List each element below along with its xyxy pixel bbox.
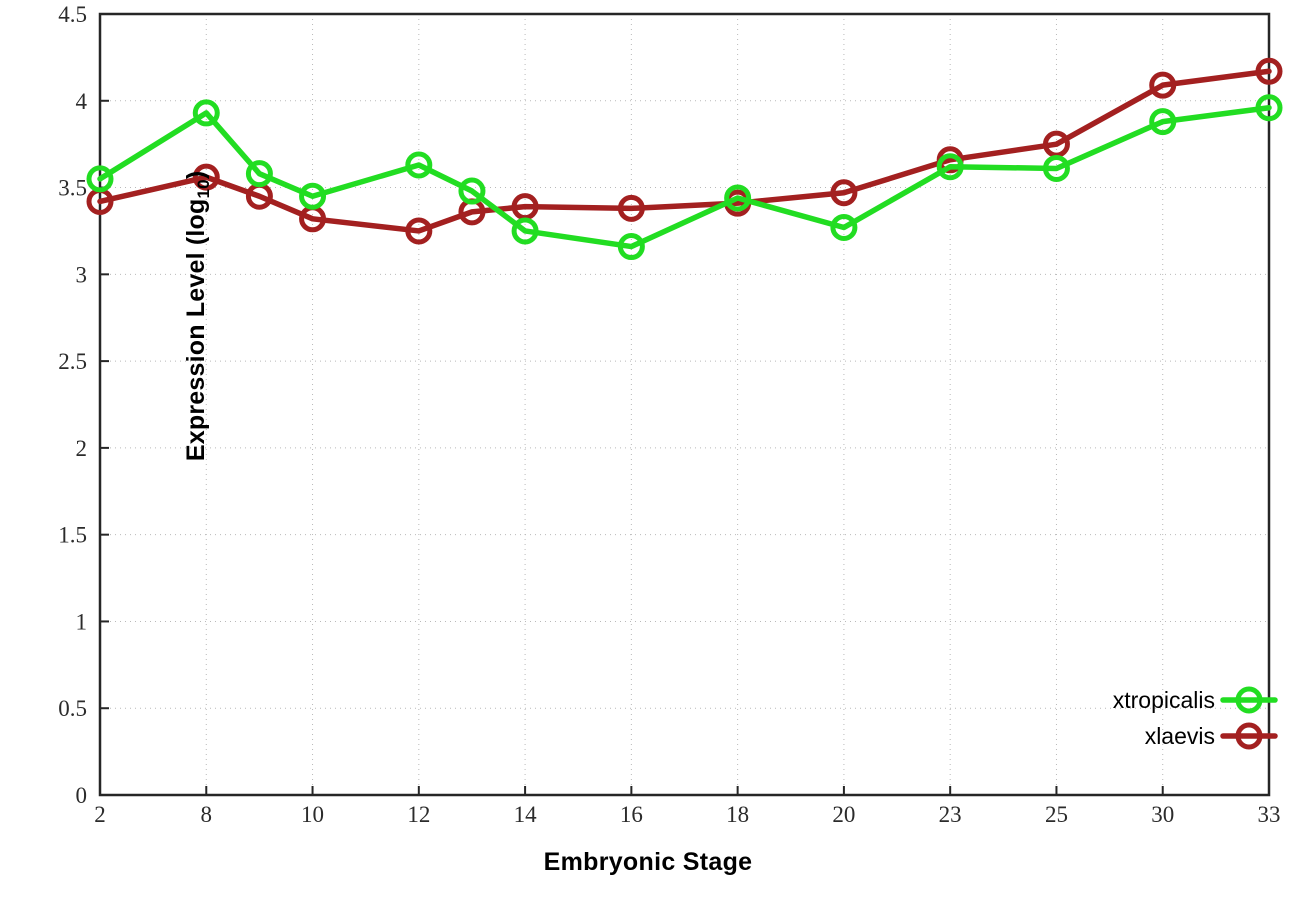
y-axis-tick-label: 2 [76, 436, 88, 461]
data-point-xtropicalis [192, 99, 220, 127]
x-axis-tick-label: 10 [301, 802, 324, 827]
y-axis-title: Expression Level (log10) [182, 106, 214, 526]
x-axis-tick-label: 23 [939, 802, 962, 827]
y-axis-title-subscript: 10 [193, 179, 213, 199]
y-axis-tick-label: 1 [76, 609, 88, 634]
data-point-xlaevis [1255, 57, 1283, 85]
data-point-xlaevis [405, 217, 433, 245]
legend-marker-xtropicalis [1235, 686, 1263, 714]
data-point-xtropicalis [458, 177, 486, 205]
data-point-xlaevis [617, 194, 645, 222]
plot-border [98, 12, 1271, 797]
data-point-xtropicalis [1255, 94, 1283, 122]
x-axis-tick-label: 18 [726, 802, 749, 827]
data-point-xlaevis [830, 179, 858, 207]
data-point-xtropicalis [511, 217, 539, 245]
y-axis-title-main: Expression Level (log [182, 198, 211, 462]
data-point-xtropicalis [1042, 154, 1070, 182]
data-point-xlaevis [192, 163, 220, 191]
x-axis-title: Embryonic Stage [543, 848, 753, 876]
x-axis-tick-label: 14 [514, 802, 538, 827]
data-point-xtropicalis [936, 153, 964, 181]
legend-label-xlaevis: xlaevis [1145, 723, 1215, 749]
x-axis-tick-label: 16 [620, 802, 643, 827]
y-axis-tick-label: 4 [76, 89, 88, 114]
x-axis-tick-label: 12 [407, 802, 430, 827]
y-axis-tick-label: 4.5 [58, 2, 87, 27]
legend: xtropicalis xlaevis [1113, 686, 1278, 750]
y-axis-tick-label: 3 [76, 262, 88, 287]
x-axis-tick-label: 25 [1045, 802, 1068, 827]
data-point-xtropicalis [245, 160, 273, 188]
legend-label-xtropicalis: xtropicalis [1113, 687, 1215, 713]
data-point-xtropicalis [1149, 108, 1177, 136]
data-point-xtropicalis [830, 213, 858, 241]
series-xtropicalis [86, 94, 1283, 261]
data-point-xtropicalis [86, 165, 114, 193]
y-axis-tick-label: 0.5 [58, 696, 87, 721]
y-axis-tick-label: 2.5 [58, 349, 87, 374]
x-axis-tick-label: 2 [94, 802, 106, 827]
legend-marker-xlaevis [1235, 722, 1263, 750]
plot-background [100, 14, 1269, 795]
y-axis: 0 0.5 1 1.5 2 2.5 3 3.5 4 4.5 [58, 2, 109, 808]
y-axis-title-tail: ) [182, 170, 211, 180]
y-axis-tick-label: 3.5 [58, 176, 87, 201]
x-axis-tick-label: 20 [832, 802, 855, 827]
y-axis-tick-label: 0 [76, 783, 88, 808]
data-point-xlaevis [1149, 71, 1177, 99]
data-point-xtropicalis [724, 184, 752, 212]
data-point-xtropicalis [405, 151, 433, 179]
x-axis-tick-label: 8 [201, 802, 213, 827]
x-axis-tick-label: 33 [1258, 802, 1281, 827]
data-point-xtropicalis [617, 233, 645, 261]
y-axis-tick-label: 1.5 [58, 523, 87, 548]
x-axis: 2 8 10 12 14 16 18 20 23 25 30 33 [94, 786, 1281, 827]
data-point-xtropicalis [299, 182, 327, 210]
x-axis-tick-label: 30 [1151, 802, 1174, 827]
